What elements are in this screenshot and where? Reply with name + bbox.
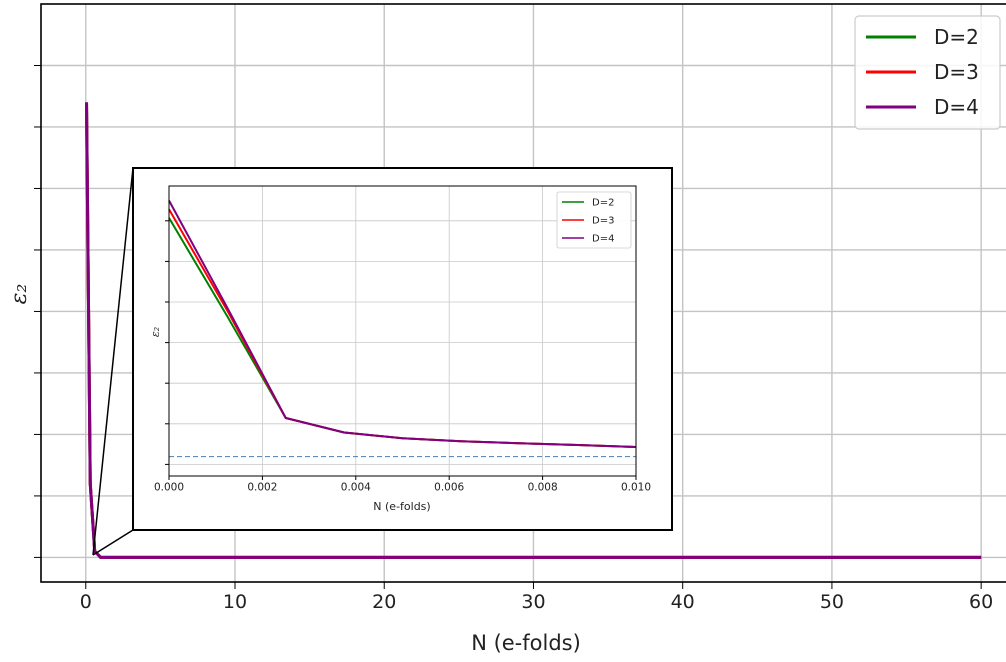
x-tick-label: 0.002 [247, 482, 277, 494]
legend-label: D=4 [934, 95, 979, 119]
main-plot-frame [40, 3, 1006, 583]
legend-label: D=3 [934, 60, 979, 84]
main-x-ticks: 0 10 20 30 40 50 60 [80, 582, 993, 613]
x-tick-label: 0.004 [341, 482, 371, 494]
zoom-connector-line [92, 529, 134, 556]
legend-label: D=3 [592, 216, 614, 227]
x-tick-label: 10 [223, 591, 247, 613]
x-tick-label: 0 [80, 591, 92, 613]
inset-x-axis-label: N (e-folds) [373, 500, 430, 513]
x-tick-label: 40 [671, 591, 695, 613]
main-y-ticks [34, 64, 41, 558]
series-line-d4 [168, 200, 637, 448]
x-tick-label: 0.008 [528, 482, 558, 494]
main-series-group [85, 102, 982, 559]
legend-label: D=4 [592, 234, 614, 245]
x-tick-label: 60 [969, 591, 993, 613]
inset-legend-box [556, 191, 632, 249]
main-y-axis-label: ε₂ [7, 284, 32, 305]
x-tick-label: 20 [372, 591, 396, 613]
legend-label: D=2 [592, 198, 614, 209]
main-x-axis-label: N (e-folds) [471, 631, 581, 655]
inset-legend: D=2 D=3 D=4 [556, 191, 632, 249]
inset-x-ticks: 0.000 0.002 0.004 0.006 0.008 0.010 [154, 476, 651, 494]
zoom-connector-line [92, 167, 134, 556]
series-line-d4 [85, 102, 982, 559]
x-tick-label: 0.006 [434, 482, 464, 494]
inset-series-group [168, 200, 637, 448]
inset-y-axis-label: ε₂ [149, 327, 162, 337]
inset-plot-frame [168, 185, 637, 477]
main-legend: D=2 D=3 D=4 [854, 15, 1001, 130]
x-tick-label: 0.000 [154, 482, 184, 494]
legend-label: D=2 [934, 25, 979, 49]
x-tick-label: 30 [521, 591, 545, 613]
main-legend-box [854, 15, 1001, 130]
x-tick-label: 0.010 [621, 482, 651, 494]
x-tick-label: 50 [820, 591, 844, 613]
